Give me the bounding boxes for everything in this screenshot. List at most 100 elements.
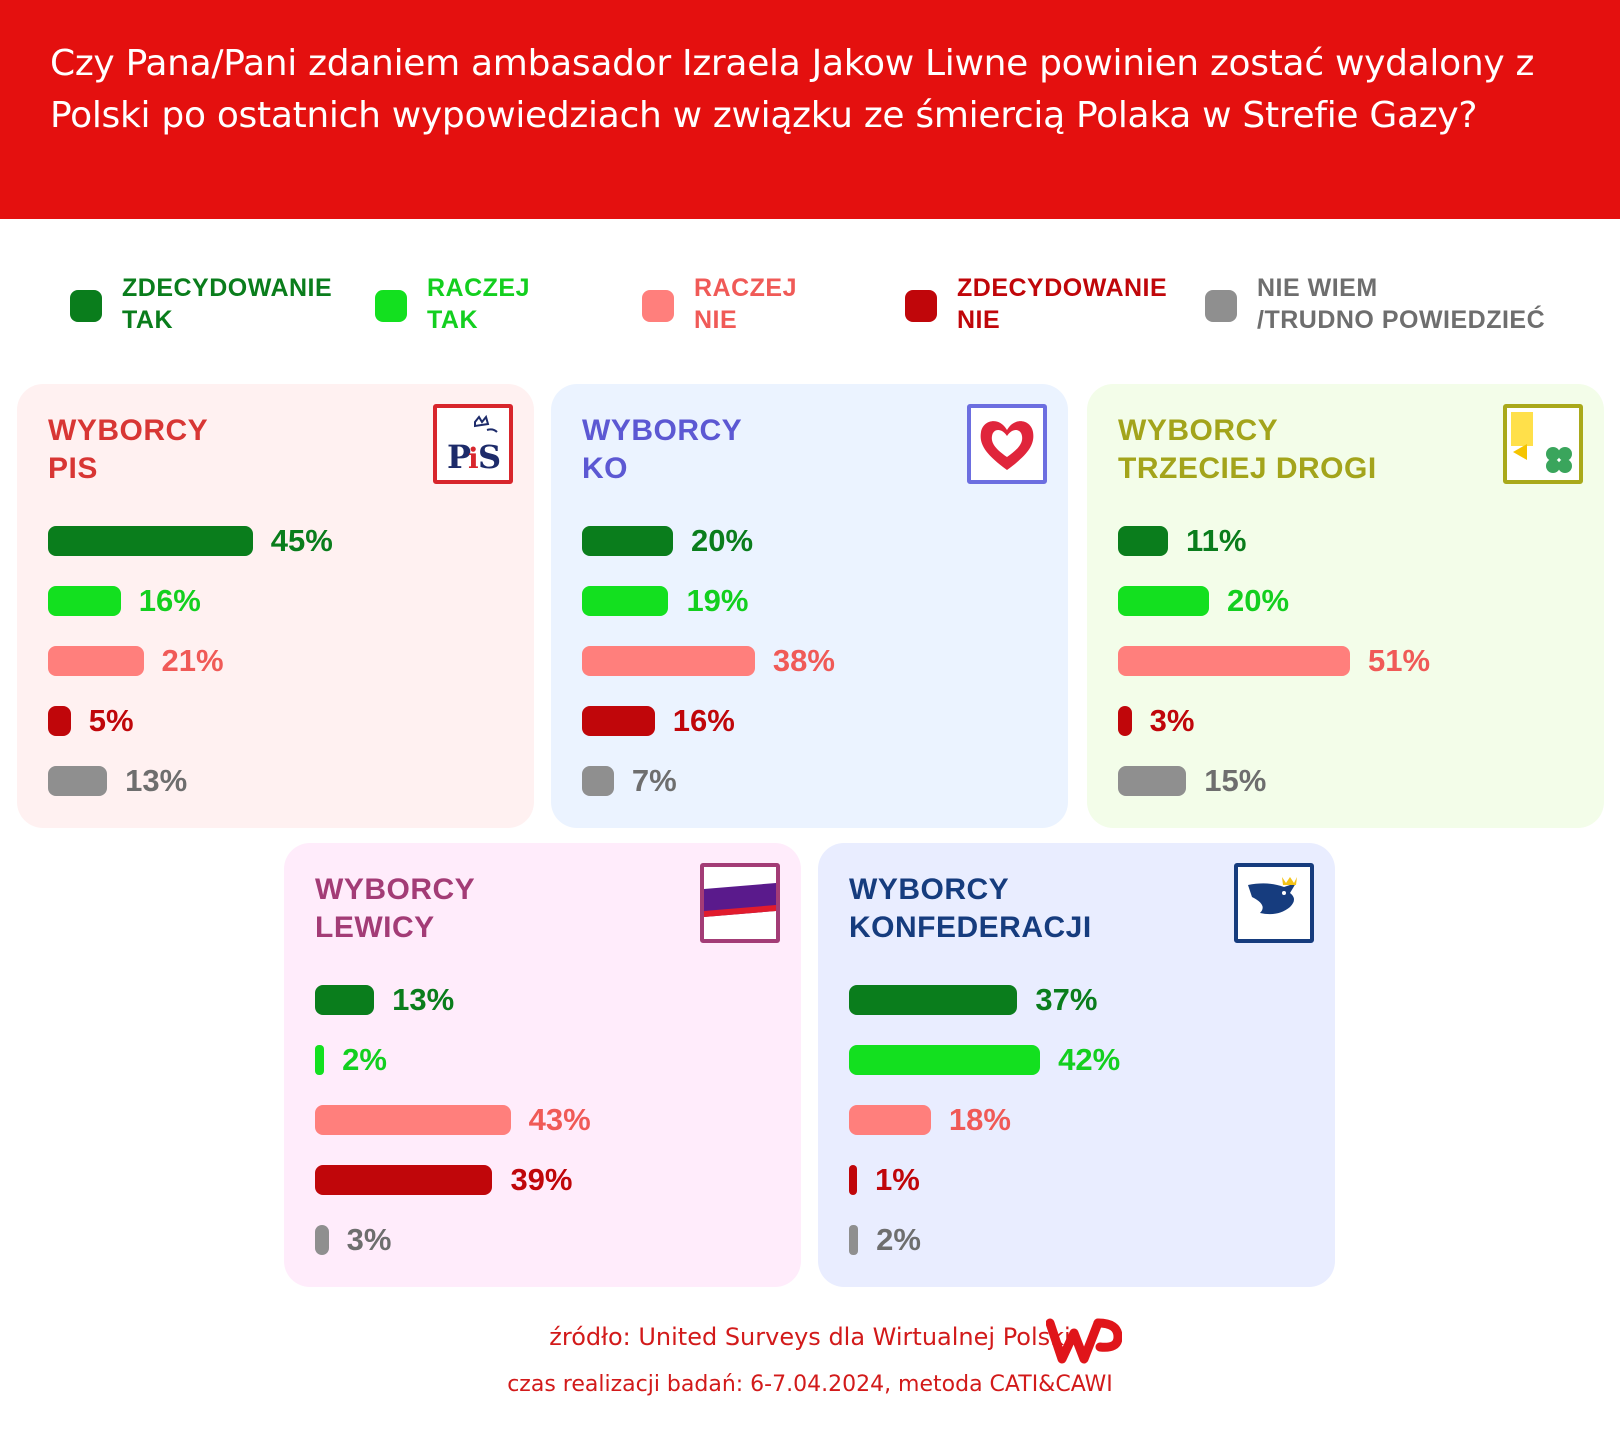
legend: ZDECYDOWANIE TAK RACZEJ TAK RACZEJ NIE Z… [0, 270, 1620, 340]
bar-row: 38% [582, 643, 1052, 678]
trzecia-droga-logo [1503, 404, 1583, 484]
bar-row: 13% [48, 763, 518, 798]
panel-title: WYBORCY KO [582, 414, 743, 485]
bar-value-label: 5% [88, 703, 134, 738]
pis-logo: P i S [433, 404, 513, 484]
bar-row: 43% [315, 1102, 785, 1137]
bar-row: 51% [1118, 643, 1588, 678]
bar-row: 39% [315, 1162, 785, 1197]
panel-title: WYBORCY KONFEDERACJI [849, 873, 1092, 944]
bar-value-label: 38% [772, 643, 835, 678]
source-text: źródło: United Surveys dla Wirtualnej Po… [549, 1323, 1071, 1351]
panel-title: WYBORCY TRZECIEJ DROGI [1118, 414, 1377, 485]
bar [849, 985, 1018, 1015]
bar [48, 526, 253, 556]
bar-row: 19% [582, 583, 1052, 618]
bar-value-label: 45% [270, 523, 333, 558]
bar-row: 11% [1118, 523, 1588, 558]
source-note: źródło: United Surveys dla Wirtualnej Po… [0, 1323, 1620, 1351]
bar [48, 706, 71, 736]
bar-value-label: 21% [161, 643, 224, 678]
panel-lewica: WYBORCY LEWICY 13% 2% 43% 39% 3% [284, 843, 801, 1287]
bar-row: 16% [48, 583, 518, 618]
bar-value-label: 43% [528, 1102, 591, 1137]
bar-row: 16% [582, 703, 1052, 738]
bar [315, 1045, 325, 1075]
svg-text:i: i [468, 442, 479, 475]
lewica-logo [700, 863, 780, 943]
bar [315, 1225, 329, 1255]
heart-icon [980, 421, 1034, 470]
pis-logo-icon: P i S [447, 414, 501, 476]
wp-logo-icon [1046, 1318, 1122, 1364]
bar [582, 706, 655, 736]
bar-value-label: 15% [1204, 763, 1267, 798]
panel-title: WYBORCY LEWICY [315, 873, 476, 944]
legend-swatch [70, 290, 102, 322]
bar-value-label: 2% [876, 1222, 921, 1257]
panel-konfederacja: WYBORCY KONFEDERACJI 37% 42% 18% 1% 2% [818, 843, 1335, 1287]
bar-value-label: 11% [1186, 523, 1247, 558]
bar [582, 646, 755, 676]
legend-label: RACZEJ TAK [427, 274, 531, 334]
bar-row: 45% [48, 523, 518, 558]
bar-row: 5% [48, 703, 518, 738]
bar [849, 1165, 857, 1195]
bar-value-label: 42% [1058, 1042, 1121, 1077]
bar-row: 20% [582, 523, 1052, 558]
chart-question-title: Czy Pana/Pani zdaniem ambasador Izraela … [50, 43, 1535, 136]
bar [315, 1105, 511, 1135]
svg-text:S: S [478, 438, 501, 476]
bar-value-label: 1% [875, 1162, 920, 1197]
bar-value-label: 2% [342, 1042, 387, 1077]
bar-value-label: 39% [510, 1162, 573, 1197]
clover-icon [1511, 412, 1572, 473]
ko-logo [967, 404, 1047, 484]
legend-label: NIE WIEM /TRUDNO POWIEDZIEĆ [1257, 274, 1546, 334]
bar [48, 586, 121, 616]
bar-value-label: 13% [392, 982, 455, 1017]
bar-value-label: 7% [631, 763, 677, 798]
bar-row: 42% [849, 1042, 1319, 1077]
bar [1118, 646, 1351, 676]
bar [1118, 586, 1209, 616]
bar-row: 21% [48, 643, 518, 678]
bar-row: 3% [315, 1222, 785, 1257]
bar [582, 526, 673, 556]
bar-value-label: 20% [1227, 583, 1290, 618]
bar-value-label: 51% [1368, 643, 1431, 678]
bar-row: 37% [849, 982, 1319, 1017]
bar-value-label: 16% [138, 583, 201, 618]
bar [1118, 526, 1169, 556]
method-note: czas realizacji badań: 6-7.04.2024, meto… [507, 1372, 1113, 1397]
header-banner: Czy Pana/Pani zdaniem ambasador Izraela … [0, 0, 1620, 219]
bar-row: 3% [1118, 703, 1588, 738]
bar [849, 1225, 859, 1255]
svg-text:P: P [447, 438, 471, 476]
panel-ko: WYBORCY KO 20% 19% 38% 16% 7% [551, 384, 1068, 828]
konfederacja-logo [1234, 863, 1314, 943]
bar-value-label: 20% [691, 523, 754, 558]
bar [582, 586, 669, 616]
bar-value-label: 18% [948, 1102, 1011, 1137]
panel-title: WYBORCY PIS [48, 414, 209, 485]
bar-row: 1% [849, 1162, 1319, 1197]
bar-value-label: 37% [1035, 982, 1098, 1017]
bar [48, 646, 144, 676]
legend-label: RACZEJ NIE [694, 274, 798, 334]
legend-swatch [1205, 290, 1237, 322]
legend-swatch [375, 290, 407, 322]
bar [1118, 706, 1132, 736]
bar-row: 20% [1118, 583, 1588, 618]
bar [849, 1105, 931, 1135]
bar-value-label: 3% [1149, 703, 1195, 738]
bar-row: 15% [1118, 763, 1588, 798]
bar-row: 2% [849, 1222, 1319, 1257]
bar [315, 985, 375, 1015]
bar [1118, 766, 1187, 796]
bar-row: 2% [315, 1042, 785, 1077]
bar-row: 13% [315, 982, 785, 1017]
legend-swatch [905, 290, 937, 322]
legend-label: ZDECYDOWANIE NIE [957, 274, 1168, 334]
panel-pis: WYBORCY PIS P i S 45% 16% 21% 5% 13% [17, 384, 534, 828]
